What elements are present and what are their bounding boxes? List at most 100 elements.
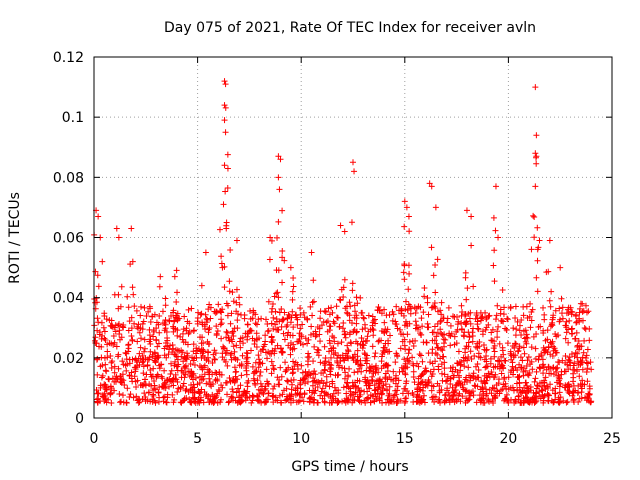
data-point (411, 379, 418, 386)
data-point (457, 381, 464, 388)
data-point (120, 377, 127, 384)
data-point (461, 379, 468, 386)
data-point (425, 311, 432, 318)
data-point (381, 306, 388, 313)
data-point (556, 318, 563, 325)
data-point (394, 325, 401, 332)
data-point (431, 399, 438, 406)
data-point (412, 337, 419, 344)
data-point (125, 327, 132, 334)
data-point (321, 366, 328, 373)
data-point (549, 316, 556, 323)
data-point (214, 328, 221, 335)
data-point (159, 308, 166, 315)
data-point (415, 363, 422, 370)
data-point (243, 390, 250, 397)
data-point (402, 298, 409, 305)
data-point (266, 256, 273, 263)
data-point (123, 350, 130, 357)
data-point (186, 329, 193, 336)
data-point (341, 375, 348, 382)
data-point (532, 356, 539, 363)
data-point (463, 374, 470, 381)
data-point (471, 353, 478, 360)
data-point (572, 335, 579, 342)
data-point (347, 339, 354, 346)
data-point (407, 310, 414, 317)
data-point (394, 396, 401, 403)
data-point (522, 379, 529, 386)
data-point (563, 310, 570, 317)
data-point (352, 389, 359, 396)
data-point (577, 300, 584, 307)
data-point (94, 315, 101, 322)
data-point (223, 219, 230, 226)
data-point (107, 352, 114, 359)
data-point (125, 342, 132, 349)
data-point (276, 309, 283, 316)
data-point (317, 338, 324, 345)
data-point (344, 342, 351, 349)
data-point (405, 350, 412, 357)
data-point (362, 338, 369, 345)
data-point (276, 377, 283, 384)
data-point (334, 359, 341, 366)
y-tick-label: 0.04 (53, 291, 84, 307)
data-point (337, 222, 344, 229)
data-point (514, 373, 521, 380)
data-point (541, 364, 548, 371)
data-point (222, 104, 229, 111)
data-point (128, 325, 135, 332)
data-point (324, 328, 331, 335)
data-point (191, 327, 198, 334)
data-point (159, 383, 166, 390)
data-point (297, 397, 304, 404)
data-point (160, 383, 167, 390)
data-point (460, 354, 467, 361)
data-point (483, 352, 490, 359)
data-point (224, 165, 231, 172)
data-point (539, 356, 546, 363)
data-point (525, 353, 532, 360)
data-point (293, 399, 300, 406)
data-point (272, 321, 279, 328)
data-point (500, 318, 507, 325)
data-point (227, 320, 234, 327)
data-point (273, 290, 280, 297)
data-point (509, 384, 516, 391)
data-point (212, 310, 219, 317)
data-point (530, 396, 537, 403)
data-point (437, 307, 444, 314)
data-point (297, 385, 304, 392)
data-point (215, 301, 222, 308)
data-point (198, 310, 205, 317)
data-point (475, 366, 482, 373)
data-point (169, 341, 176, 348)
data-point (427, 368, 434, 375)
data-point (503, 391, 510, 398)
data-point (305, 336, 312, 343)
data-point (254, 394, 261, 401)
data-point (582, 355, 589, 362)
data-point (95, 390, 102, 397)
data-point (111, 339, 118, 346)
data-point (136, 361, 143, 368)
data-point (244, 383, 251, 390)
data-point (285, 329, 292, 336)
data-point (207, 396, 214, 403)
data-point (495, 234, 502, 241)
data-point (346, 312, 353, 319)
data-point (410, 374, 417, 381)
data-point (190, 341, 197, 348)
data-point (586, 337, 593, 344)
data-point (134, 338, 141, 345)
data-point (451, 372, 458, 379)
data-point (93, 299, 100, 306)
data-point (92, 334, 99, 341)
data-point (120, 361, 127, 368)
data-point (350, 328, 357, 335)
data-point (161, 367, 168, 374)
data-point (162, 340, 169, 347)
data-point (439, 347, 446, 354)
data-point (203, 392, 210, 399)
